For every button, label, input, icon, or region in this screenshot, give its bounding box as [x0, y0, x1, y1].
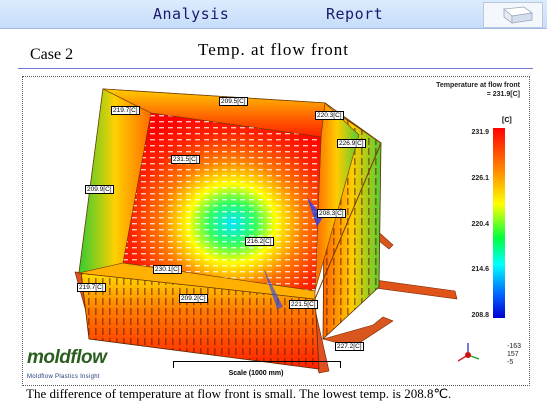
legend-unit: [C] [502, 117, 512, 124]
header-report-label: Report [326, 5, 384, 23]
legend-tick: 231.9 [471, 129, 489, 136]
header-analysis-label: Analysis [153, 5, 230, 23]
legend-tick: 220.4 [471, 221, 489, 228]
slide-title: Temp. at flow front [198, 40, 349, 59]
title-underline [18, 68, 533, 69]
legend-title-value: = 231.9[C] [486, 91, 520, 98]
temperature-probe-tag: 209.5[C] [219, 97, 248, 106]
legend-title-line: Temperature at flow front [436, 82, 520, 89]
simulation-result-panel: 219.7[C] 209.5[C] 220.3[C] 226.9[C] 231.… [22, 76, 530, 386]
header-thumbnail-icon [483, 2, 543, 28]
temperature-probe-tag: 227.2[C] [335, 342, 364, 351]
legend-tick: 214.6 [471, 266, 489, 273]
scale-bar-label: Scale (1000 mm) [228, 370, 284, 377]
slide-header-bar: Analysis Report [0, 0, 547, 29]
temperature-probe-tag: 219.7[C] [111, 106, 140, 115]
temperature-probe-tag: 216.2[C] [245, 237, 274, 246]
axis-readout: -163 [507, 343, 522, 350]
temperature-probe-tag: 220.3[C] [315, 111, 344, 120]
axis-readout: -5 [507, 359, 514, 366]
temperature-probe-tag: 209.2[C] [179, 294, 208, 303]
flow-front-temperature-render [74, 88, 458, 374]
temperature-probe-tag: 230.1[C] [153, 265, 182, 274]
moldflow-logo: moldflow [27, 347, 107, 368]
temperature-color-scale [493, 128, 505, 318]
scale-bar [173, 361, 341, 368]
moldflow-subtitle: Moldflow Plastics Insight [27, 374, 100, 380]
orientation-axis-icon [457, 343, 480, 362]
temperature-probe-tag: 226.9[C] [337, 139, 366, 148]
temperature-probe-tag: 209.9[C] [85, 185, 114, 194]
case-label: Case 2 [30, 46, 74, 63]
legend-tick: 226.1 [471, 175, 489, 182]
temperature-probe-tag: 219.7[C] [77, 283, 106, 292]
temperature-probe-tag: 221.5[C] [289, 300, 318, 309]
legend-tick: 208.8 [471, 312, 489, 319]
slide-caption: The difference of temperature at flow fr… [26, 386, 452, 401]
legend-title: Temperature at flow front = 231.9[C] [424, 81, 520, 99]
temperature-probe-tag: 231.5[C] [171, 155, 200, 164]
axis-readout: 157 [507, 351, 519, 358]
temperature-probe-tag: 208.3[C] [317, 209, 346, 218]
